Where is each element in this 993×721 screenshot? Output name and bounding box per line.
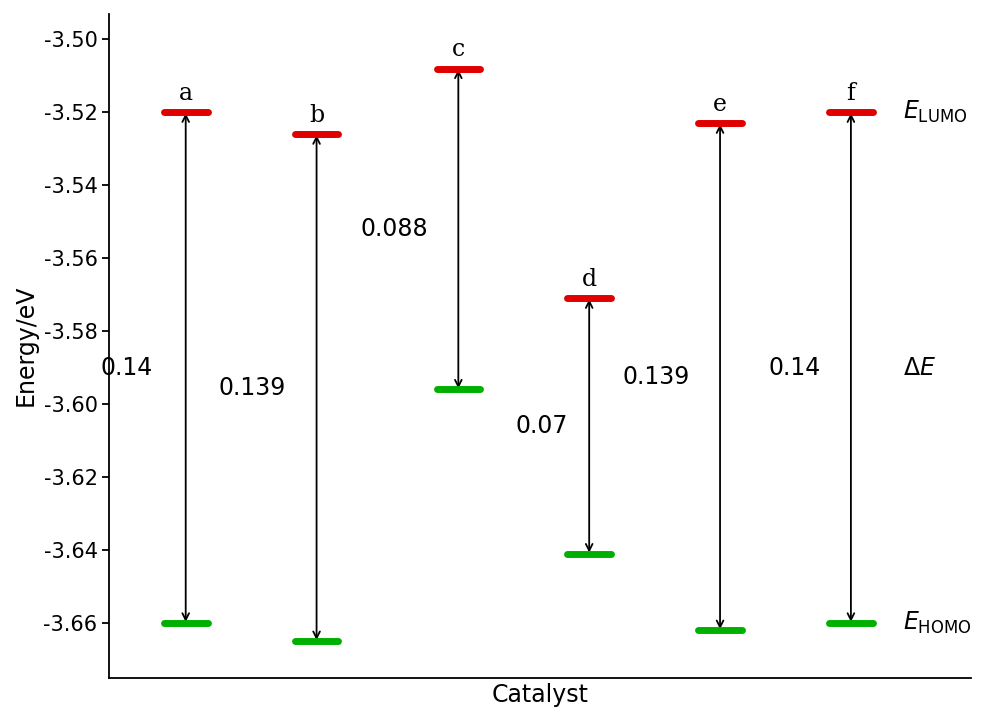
Text: 0.07: 0.07 [515, 414, 567, 438]
Text: d: d [582, 268, 597, 291]
Text: b: b [309, 104, 324, 127]
Text: 0.139: 0.139 [623, 365, 689, 389]
Text: 0.088: 0.088 [360, 217, 428, 241]
Text: 0.14: 0.14 [100, 355, 153, 379]
Text: c: c [452, 38, 465, 61]
Text: $E_{\mathrm{LUMO}}$: $E_{\mathrm{LUMO}}$ [904, 99, 968, 125]
Text: f: f [846, 82, 855, 105]
Text: 0.14: 0.14 [769, 355, 820, 379]
Text: a: a [179, 82, 193, 105]
Y-axis label: Energy/eV: Energy/eV [14, 285, 38, 407]
Text: 0.139: 0.139 [218, 376, 286, 399]
X-axis label: Catalyst: Catalyst [492, 683, 589, 707]
Text: e: e [713, 93, 727, 116]
Text: $\Delta E$: $\Delta E$ [904, 355, 936, 379]
Text: $E_{\mathrm{HOMO}}$: $E_{\mathrm{HOMO}}$ [904, 610, 972, 636]
